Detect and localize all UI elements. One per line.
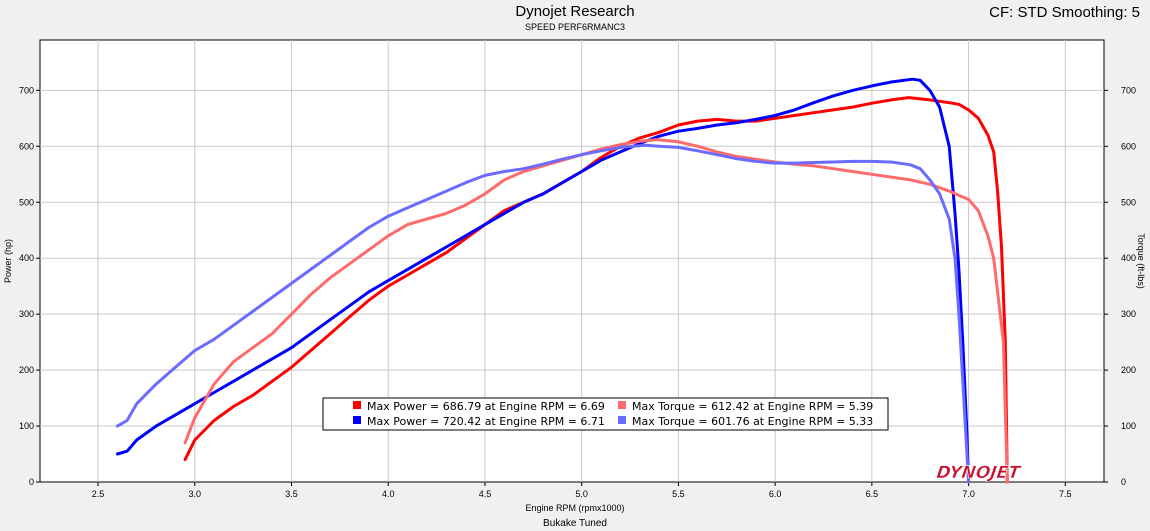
y-tick-label-right-1: 100 [1121,421,1136,431]
legend-swatch-power-2 [353,416,361,424]
legend: Max Power = 686.79 at Engine RPM = 6.69 … [322,397,889,431]
footer-caption: Bukake Tuned [543,518,607,529]
legend-box [322,397,889,431]
logo-text-b: JET [986,463,1023,483]
y-tick-label-left-2: 200 [19,365,34,375]
dynojet-logo: DYNOJET [935,463,1022,483]
x-tick-label-3: 4.0 [382,489,395,499]
series-line-3 [115,143,971,484]
x-tick-label-5: 5.0 [575,489,588,499]
x-tick-label-7: 6.0 [769,489,782,499]
y-axis-left-label: Power (hp) [3,239,13,283]
legend-swatch-torque-2 [618,416,626,424]
y-tick-label-left-6: 600 [19,141,34,151]
x-tick-label-9: 7.0 [962,489,975,499]
legend-entry-power-2: Max Power = 720.42 at Engine RPM = 6.71 [367,415,605,428]
x-tick-label-6: 5.5 [672,489,685,499]
series-line-1 [115,77,971,484]
y-tick-label-right-2: 200 [1121,365,1136,375]
legend-entry-torque-1: Max Torque = 612.42 at Engine RPM = 5.39 [632,400,873,413]
axis-ticks: 0 0 100 100 200 200 300 300 400 400 500 500 600 600 70… [19,85,1136,499]
logo-text-a: DYNO [935,463,992,483]
chart-subtitle: SPEED PERF6RMANC3 [524,22,626,32]
y-axis-right-label: Torque (ft-lbs) [1136,233,1146,289]
y-tick-label-left-1: 100 [19,421,34,431]
correction-factor-label: CF: STD Smoothing: 5 [989,4,1140,21]
legend-entry-power-1: Max Power = 686.79 at Engine RPM = 6.69 [367,400,605,413]
y-tick-label-left-4: 400 [19,253,34,263]
y-tick-label-right-5: 500 [1121,197,1136,207]
x-tick-label-0: 2.5 [92,489,105,499]
legend-entry-torque-2: Max Torque = 601.76 at Engine RPM = 5.33 [632,415,873,428]
series-group [115,77,1009,484]
y-tick-label-left-3: 300 [19,309,34,319]
legend-swatch-torque-1 [618,401,626,409]
y-tick-label-right-6: 600 [1121,141,1136,151]
legend-swatch-power-1 [353,401,361,409]
y-tick-label-right-0: 0 [1121,477,1126,487]
x-tick-label-10: 7.5 [1059,489,1072,499]
x-tick-label-2: 3.5 [285,489,298,499]
series-line-0 [183,96,1009,484]
y-tick-label-right-7: 700 [1121,85,1136,95]
y-tick-label-left-7: 700 [19,85,34,95]
y-tick-label-right-4: 400 [1121,253,1136,263]
x-tick-label-4: 4.5 [479,489,492,499]
x-tick-label-8: 6.5 [866,489,879,499]
y-tick-label-right-3: 300 [1121,309,1136,319]
y-tick-label-left-0: 0 [29,477,34,487]
x-axis-label: Engine RPM (rpmx1000) [525,503,624,513]
chart-title: Dynojet Research [515,3,635,20]
y-tick-label-left-5: 500 [19,197,34,207]
x-tick-label-1: 3.0 [189,489,202,499]
